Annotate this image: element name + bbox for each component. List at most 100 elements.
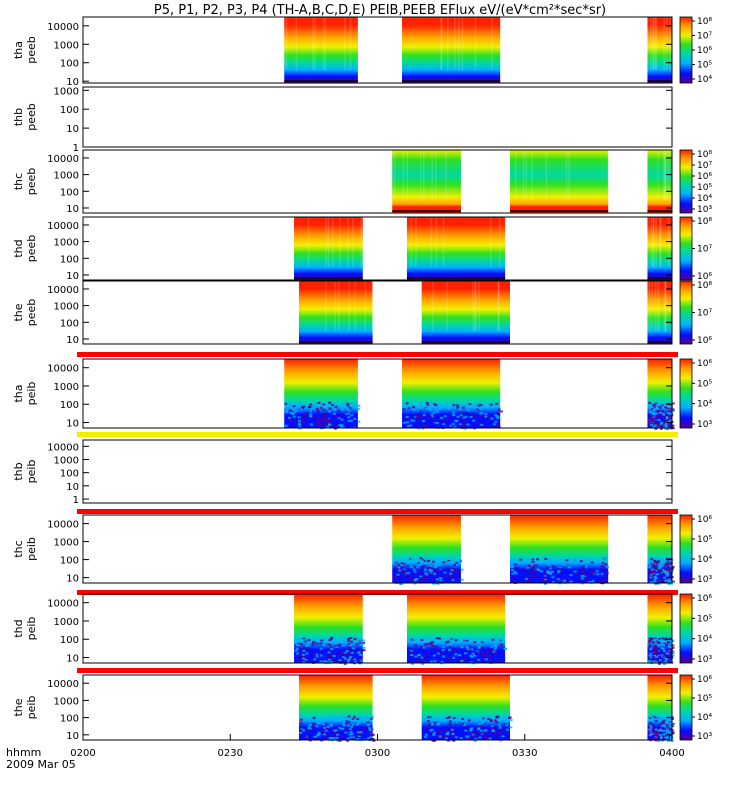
texture-speck xyxy=(494,414,498,417)
texture-speck xyxy=(492,727,496,730)
y-tick-label: 1000 xyxy=(54,538,79,549)
texture-speck xyxy=(665,736,669,739)
texture-speck xyxy=(665,424,669,427)
texture-speck xyxy=(514,567,518,570)
data-interval xyxy=(647,217,672,280)
texture-speck xyxy=(340,424,344,427)
texture-speck xyxy=(297,642,301,645)
texture-speck xyxy=(318,733,322,736)
data-interval xyxy=(421,675,511,740)
y-tick-label: 10 xyxy=(66,574,79,585)
texture-speck xyxy=(651,581,655,584)
texture-speck xyxy=(667,721,671,724)
texture-speck xyxy=(586,577,590,580)
texture-speck xyxy=(488,737,492,740)
texture-speck xyxy=(324,722,328,725)
texture-speck xyxy=(666,569,670,572)
texture-speck xyxy=(669,564,673,567)
texture-speck xyxy=(297,418,301,421)
texture-speck xyxy=(661,406,665,409)
texture-speck xyxy=(341,426,345,429)
texture-speck xyxy=(590,571,594,574)
texture-speck xyxy=(651,737,655,740)
texture-speck xyxy=(447,716,451,719)
texture-speck xyxy=(433,739,437,742)
texture-speck xyxy=(448,648,452,651)
texture-speck xyxy=(649,725,653,728)
colorbar xyxy=(679,149,693,214)
texture-speck xyxy=(657,719,661,722)
texture-speck xyxy=(665,734,669,737)
texture-speck xyxy=(446,731,450,734)
texture-speck xyxy=(469,654,473,657)
texture-speck xyxy=(469,728,473,731)
texture-speck xyxy=(665,572,669,575)
texture-speck xyxy=(301,652,305,655)
texture-speck xyxy=(458,423,462,426)
texture-speck xyxy=(668,409,672,412)
texture-streak xyxy=(339,217,341,268)
texture-speck xyxy=(427,723,431,726)
texture-speck xyxy=(453,426,457,429)
texture-speck xyxy=(395,580,399,583)
texture-speck xyxy=(655,410,659,413)
panel-label-bottom: peeb xyxy=(25,103,38,131)
texture-speck xyxy=(459,414,463,417)
texture-streak xyxy=(666,17,668,70)
texture-speck xyxy=(511,572,515,575)
texture-speck xyxy=(548,571,552,574)
texture-streak xyxy=(445,150,448,201)
texture-speck xyxy=(665,724,669,727)
texture-speck xyxy=(669,651,673,654)
texture-speck xyxy=(664,562,668,565)
texture-speck xyxy=(410,419,414,422)
texture-speck xyxy=(648,640,652,643)
texture-speck xyxy=(417,654,421,657)
texture-streak xyxy=(402,150,405,201)
texture-speck xyxy=(434,568,438,571)
texture-speck xyxy=(327,423,331,426)
texture-speck xyxy=(654,569,658,572)
y-tick-label: 10000 xyxy=(47,221,79,232)
texture-speck xyxy=(497,408,501,411)
texture-speck xyxy=(415,414,419,417)
texture-speck xyxy=(315,407,319,410)
texture-speck xyxy=(650,715,654,718)
texture-speck xyxy=(426,720,430,723)
texture-speck xyxy=(482,425,486,428)
texture-speck xyxy=(357,721,361,724)
texture-speck xyxy=(348,728,352,731)
texture-speck xyxy=(666,419,670,422)
colorbar-tick-label: 10⁴ xyxy=(697,555,712,565)
texture-speck xyxy=(428,572,432,575)
texture-speck xyxy=(648,401,652,404)
texture-speck xyxy=(451,732,455,735)
texture-speck xyxy=(322,403,326,406)
texture-speck xyxy=(654,734,658,737)
texture-speck xyxy=(296,644,300,647)
texture-speck xyxy=(312,652,316,655)
texture-speck xyxy=(334,405,338,408)
texture-speck xyxy=(467,719,471,722)
texture-speck xyxy=(301,729,305,732)
texture-streak xyxy=(498,281,500,332)
texture-speck xyxy=(462,419,466,422)
texture-speck xyxy=(300,637,304,640)
texture-speck xyxy=(357,734,361,737)
texture-speck xyxy=(669,646,673,649)
texture-speck xyxy=(409,424,413,427)
texture-speck xyxy=(405,415,409,418)
texture-speck xyxy=(665,731,669,734)
texture-speck xyxy=(433,660,437,663)
texture-speck xyxy=(412,638,416,641)
texture-speck xyxy=(508,716,512,719)
texture-streak xyxy=(669,17,672,70)
texture-speck xyxy=(452,422,456,425)
texture-speck xyxy=(316,422,320,425)
texture-speck xyxy=(654,566,658,569)
texture-speck xyxy=(355,648,359,651)
texture-streak xyxy=(522,150,525,201)
texture-speck xyxy=(346,409,350,412)
texture-speck xyxy=(359,731,363,734)
texture-speck xyxy=(667,578,671,581)
